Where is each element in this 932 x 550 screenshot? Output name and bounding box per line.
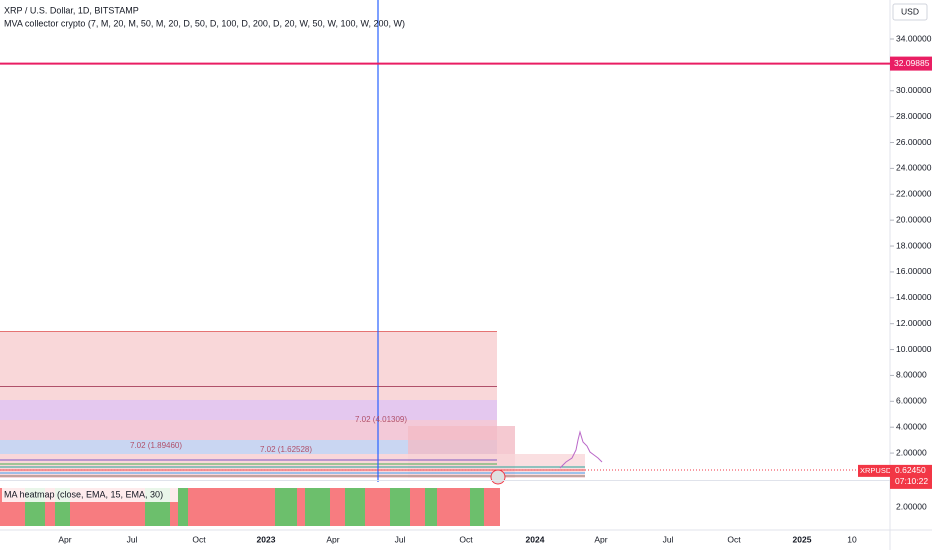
- price-tick: 34.00000: [896, 33, 932, 43]
- time-label: 10: [847, 534, 857, 544]
- time-label: Apr: [58, 534, 71, 544]
- price-tick: 28.00000: [896, 111, 932, 121]
- time-label: Apr: [594, 534, 607, 544]
- pane-separator: [0, 480, 890, 481]
- price-tick: 26.00000: [896, 137, 932, 147]
- currency-button[interactable]: [892, 3, 928, 21]
- price-tick: 14.00000: [896, 292, 932, 302]
- price-tick: 10.00000: [896, 344, 932, 354]
- price-tick: 6.00000: [896, 396, 927, 406]
- event-icon[interactable]: [490, 469, 506, 485]
- zone-edge: [0, 331, 497, 332]
- time-label: Jul: [395, 534, 406, 544]
- last-price: 0.62450: [895, 465, 926, 475]
- price-tick: 18.00000: [896, 240, 932, 250]
- price-axis: [890, 0, 932, 550]
- time-label: Oct: [459, 534, 473, 544]
- symbol-title: XRP / U.S. Dollar, 1D, BITSTAMP: [4, 5, 139, 15]
- price-tick: 24.00000: [896, 163, 932, 173]
- time-label: 2025: [793, 534, 812, 544]
- zone: [0, 420, 497, 440]
- price-line: [559, 430, 603, 469]
- price-tick: 2.00000: [896, 447, 927, 457]
- heatmap-title: MA heatmap (close, EMA, 15, EMA, 30): [4, 489, 163, 499]
- countdown: 07:10:22: [895, 476, 928, 486]
- time-label: Jul: [663, 534, 674, 544]
- currency[interactable]: USD: [901, 6, 919, 16]
- zone: [0, 440, 497, 454]
- time-label: Apr: [326, 534, 339, 544]
- time-label: Oct: [727, 534, 741, 544]
- zone-edge: [0, 386, 497, 387]
- price-tick: 8.00000: [896, 370, 927, 380]
- fib-label: 7.02 (1.89460): [130, 441, 182, 450]
- price-tick: 30.00000: [896, 85, 932, 95]
- price-marker-label: 32.09885: [894, 58, 930, 68]
- last-symbol: XRPUSD: [860, 466, 892, 475]
- last-price-box: [890, 464, 932, 489]
- time-label: Oct: [192, 534, 206, 544]
- price-marker-box: [890, 56, 932, 71]
- price-tick: 12.00000: [896, 318, 932, 328]
- price-tick: 16.00000: [896, 266, 932, 276]
- price-tick: 22.00000: [896, 189, 932, 199]
- legend-bg: [2, 488, 178, 502]
- fib-label: 7.02 (4.01309): [355, 415, 407, 424]
- time-label: 2023: [257, 534, 276, 544]
- heatmap-tick: 2.00000: [896, 501, 927, 511]
- time-label: Jul: [127, 534, 138, 544]
- price-tick: 4.00000: [896, 421, 927, 431]
- indicator-title: MVA collector crypto (7, M, 20, M, 50, M…: [4, 18, 405, 28]
- time-label: 2024: [526, 534, 545, 544]
- fib-label: 7.02 (1.62528): [260, 445, 312, 454]
- ma-lines: [0, 459, 585, 477]
- price-tick: 20.00000: [896, 214, 932, 224]
- zone: [0, 454, 585, 478]
- zone: [0, 400, 497, 420]
- last-symbol-box: [858, 464, 890, 477]
